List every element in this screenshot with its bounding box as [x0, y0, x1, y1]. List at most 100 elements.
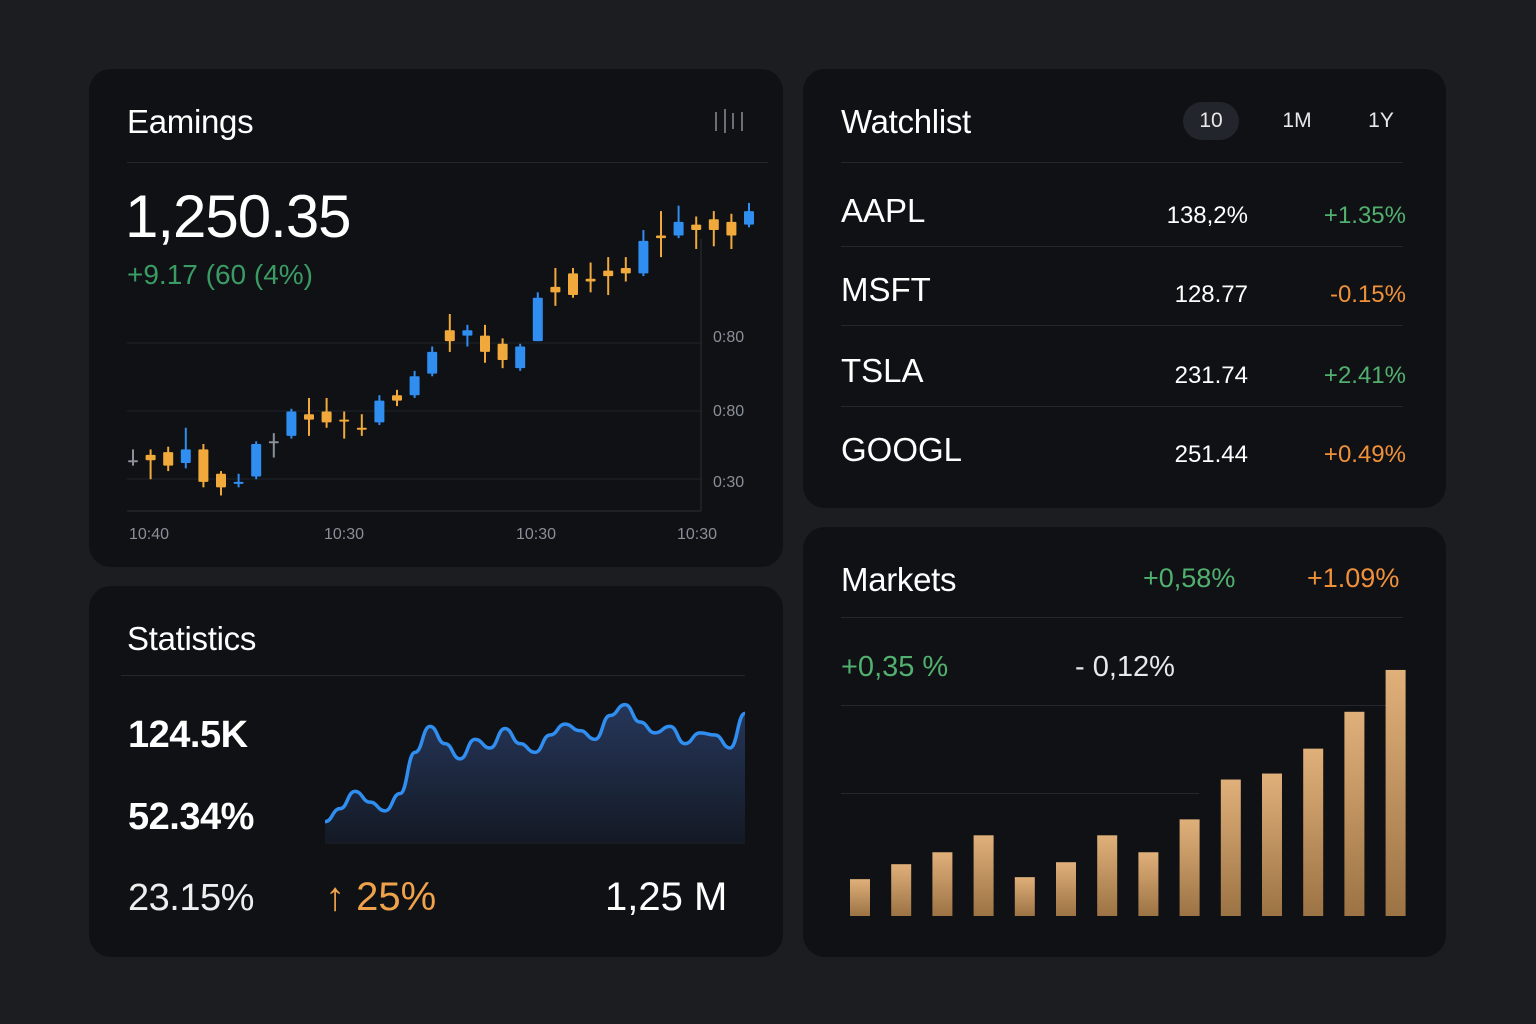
- candle-body: [480, 335, 490, 352]
- ticker-symbol: AAPL: [841, 192, 926, 229]
- market-bar: [1344, 711, 1365, 916]
- x-tick-label: 10:30: [677, 526, 718, 543]
- market-bar: [1262, 773, 1282, 916]
- markets-divider: [841, 617, 1403, 618]
- candle-body: [532, 297, 543, 342]
- watchlist-divider: [841, 162, 1403, 163]
- candle-body: [708, 219, 719, 231]
- watchlist-row-aapl[interactable]: AAPL 138,2% +1.35%: [841, 192, 1406, 272]
- watchlist-row-tsla[interactable]: TSLA 231.74 +2.41%: [841, 352, 1406, 432]
- candle-body: [409, 376, 420, 396]
- y-tick-label: 0:30: [713, 474, 745, 491]
- candle-body: [198, 449, 209, 482]
- x-tick-label: 10:30: [516, 526, 557, 543]
- candle-body: [339, 419, 350, 422]
- earnings-price: 1,250.35: [125, 183, 352, 250]
- market-sub-change-1: +0,35 %: [841, 651, 949, 683]
- candle-body: [304, 414, 314, 420]
- market-bar: [932, 852, 953, 916]
- candle-body: [638, 240, 649, 274]
- candle-body: [145, 454, 156, 461]
- x-tick-label: 10:40: [129, 526, 170, 543]
- candle-body: [180, 449, 191, 463]
- market-change-1: +0,58%: [1143, 563, 1236, 593]
- candle-body: [321, 411, 332, 423]
- market-bar: [1220, 779, 1241, 916]
- market-bar: [1303, 748, 1324, 916]
- market-bar: [891, 864, 912, 916]
- stat-total: 1,25 M: [605, 875, 728, 919]
- markets-card: Markets +0,58% +1.09% +0,35 % - 0,12%: [803, 527, 1446, 957]
- candle-body: [374, 400, 385, 423]
- growth-indicator: ↑ 25%: [325, 875, 437, 919]
- candle-body: [392, 395, 402, 401]
- area-chart: [324, 702, 746, 844]
- candle-body: [726, 221, 737, 236]
- ticker-change: +0.49%: [1323, 441, 1406, 468]
- market-bar: [1097, 835, 1118, 916]
- candle-body: [691, 224, 702, 231]
- markets-title: Markets: [841, 561, 957, 598]
- earnings-divider: [127, 162, 768, 163]
- ticker-change: +1.35%: [1323, 202, 1406, 229]
- row-divider: [841, 406, 1403, 407]
- ticker-change: -0.15%: [1329, 281, 1406, 308]
- market-bar: [1385, 669, 1406, 916]
- ticker-symbol: TSLA: [841, 352, 924, 389]
- statistics-card: Statistics 124.5K 52.34% 23.15% ↑ 25% 1,…: [89, 586, 783, 957]
- candle-body: [444, 330, 455, 342]
- stat-value-3: 23.15%: [128, 877, 254, 919]
- candle-body: [286, 411, 297, 436]
- tab-period-1m[interactable]: 1M: [1282, 109, 1312, 132]
- candle-body: [233, 481, 244, 484]
- watchlist-row-msft[interactable]: MSFT 128.77 -0.15%: [841, 271, 1406, 351]
- y-tick-label: 0:80: [713, 329, 745, 346]
- market-bar: [1056, 862, 1076, 916]
- candle-body: [356, 427, 367, 430]
- candle-body: [462, 330, 473, 336]
- ticker-price: 251.44: [1174, 441, 1248, 468]
- watchlist-title: Watchlist: [841, 103, 971, 140]
- chart-options-icon[interactable]: [711, 107, 745, 140]
- statistics-divider: [121, 675, 745, 676]
- candle-body: [163, 452, 174, 466]
- market-change-2: +1.09%: [1307, 563, 1400, 593]
- ticker-price: 128.77: [1174, 281, 1248, 308]
- candle-body: [268, 441, 279, 444]
- y-tick-label: 0:80: [713, 403, 745, 420]
- tab-period-1y[interactable]: 1Y: [1368, 109, 1394, 132]
- ticker-symbol: MSFT: [841, 271, 931, 308]
- candle-body: [568, 273, 578, 296]
- chart-options-icon-glyph: [715, 109, 743, 133]
- market-bar: [1179, 819, 1200, 916]
- markets-divider-2: [841, 705, 1403, 706]
- tab-period-10[interactable]: 10: [1183, 102, 1239, 140]
- market-bar: [850, 879, 870, 916]
- statistics-title: Statistics: [127, 620, 257, 657]
- candlestick-chart: [127, 202, 754, 512]
- candle-body: [251, 444, 262, 477]
- market-bar: [1138, 852, 1159, 916]
- candle-body: [585, 278, 596, 282]
- markets-gridline: [841, 793, 1199, 794]
- candle-body: [744, 211, 754, 225]
- market-bar: [973, 835, 994, 916]
- candle-body: [550, 286, 561, 293]
- ticker-change: +2.41%: [1323, 362, 1406, 389]
- earnings-change: +9.17 (60 (4%): [127, 259, 313, 290]
- candle-body: [603, 270, 614, 277]
- earnings-card: Eamings 1,250.35 +9.17 (60 (4%) 0:80 0:8…: [89, 69, 783, 567]
- watchlist-card: Watchlist 10 1M 1Y AAPL 138,2% +1.35% MS…: [803, 69, 1446, 508]
- row-divider: [841, 325, 1403, 326]
- area-line: [324, 702, 746, 824]
- ticker-price: 138,2%: [1166, 202, 1248, 229]
- market-sub-change-2: - 0,12%: [1075, 651, 1175, 683]
- stat-value-2: 52.34%: [128, 796, 254, 838]
- candle-body: [497, 343, 508, 361]
- ticker-price: 231.74: [1174, 362, 1248, 389]
- row-divider: [841, 246, 1403, 247]
- watchlist-row-googl[interactable]: GOOGL 251.44 +0.49%: [841, 431, 1406, 511]
- candle-body: [620, 267, 631, 274]
- bar-chart: [850, 669, 1406, 916]
- ticker-symbol: GOOGL: [841, 431, 963, 468]
